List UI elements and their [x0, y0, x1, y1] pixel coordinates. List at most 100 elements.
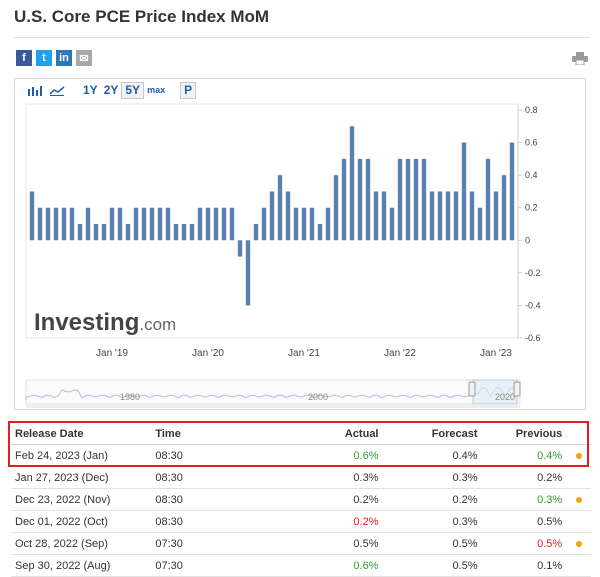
bar-18[interactable]: [173, 224, 179, 241]
bar-chart-toggle[interactable]: [24, 82, 46, 99]
y-tick-label: 0: [525, 235, 530, 245]
bar-0[interactable]: [29, 191, 35, 241]
bar-45[interactable]: [389, 207, 395, 241]
title-divider: [14, 37, 590, 38]
bar-26[interactable]: [237, 240, 243, 257]
range-5y-button[interactable]: 5Y: [121, 81, 145, 99]
bar-55[interactable]: [469, 191, 475, 241]
bar-10[interactable]: [109, 207, 115, 241]
navigator-track[interactable]: [25, 379, 521, 405]
navigator-year-label: 1980: [120, 392, 140, 402]
linkedin-icon[interactable]: in: [56, 50, 72, 66]
x-tick-label: Jan '22: [384, 348, 416, 359]
bar-7[interactable]: [85, 207, 91, 241]
bar-25[interactable]: [229, 207, 235, 241]
bar-46[interactable]: [397, 158, 403, 241]
bar-4[interactable]: [61, 207, 67, 241]
bar-2[interactable]: [45, 207, 51, 241]
bar-51[interactable]: [437, 191, 443, 241]
range-1y-button[interactable]: 1Y: [83, 83, 98, 97]
bar-58[interactable]: [493, 191, 499, 241]
twitter-icon[interactable]: t: [36, 50, 52, 66]
header-time: Time: [151, 423, 253, 445]
bar-16[interactable]: [157, 207, 163, 241]
header-forecast: Forecast: [382, 423, 482, 445]
bar-35[interactable]: [309, 207, 315, 241]
bar-53[interactable]: [453, 191, 459, 241]
bar-29[interactable]: [261, 207, 267, 241]
bar-24[interactable]: [221, 207, 227, 241]
email-icon[interactable]: ✉: [76, 50, 92, 66]
range-2y-button[interactable]: 2Y: [103, 83, 119, 97]
bar-27[interactable]: [245, 240, 251, 306]
chart-toolbar: 1Y 2Y 5Y max P: [24, 81, 197, 99]
bar-20[interactable]: [189, 224, 195, 241]
p-button[interactable]: P: [180, 81, 197, 99]
bar-40[interactable]: [349, 126, 355, 241]
bar-56[interactable]: [477, 207, 483, 241]
bar-8[interactable]: [93, 224, 99, 241]
bar-60[interactable]: [509, 142, 515, 241]
release-date-cell: Dec 23, 2022 (Nov): [11, 488, 152, 511]
bar-32[interactable]: [285, 191, 291, 241]
bar-13[interactable]: [133, 207, 139, 241]
bar-31[interactable]: [277, 175, 283, 241]
bar-1[interactable]: [37, 207, 43, 241]
bar-49[interactable]: [421, 158, 427, 241]
facebook-icon[interactable]: f: [16, 50, 32, 66]
bar-22[interactable]: [205, 207, 211, 241]
bar-41[interactable]: [357, 158, 363, 241]
navigator-year-label: 2000: [308, 392, 328, 402]
navigator-window[interactable]: [472, 379, 518, 405]
bar-48[interactable]: [413, 158, 419, 241]
revision-dot-icon: [575, 496, 582, 503]
table-row: Dec 01, 2022 (Oct) 08:30 0.2% 0.3% 0.5%: [11, 510, 591, 533]
bar-11[interactable]: [117, 207, 123, 241]
bar-28[interactable]: [253, 224, 259, 241]
bar-3[interactable]: [53, 207, 59, 241]
bar-30[interactable]: [269, 191, 275, 241]
range-max-button[interactable]: max: [147, 85, 166, 95]
bar-5[interactable]: [69, 207, 75, 241]
bar-57[interactable]: [485, 158, 491, 241]
navigator-handle-right[interactable]: [513, 381, 521, 397]
bar-14[interactable]: [141, 207, 147, 241]
bar-6[interactable]: [77, 224, 83, 241]
bar-52[interactable]: [445, 191, 451, 241]
bar-47[interactable]: [405, 158, 411, 241]
bar-23[interactable]: [213, 207, 219, 241]
bar-36[interactable]: [317, 224, 323, 241]
actual-cell: 0.3%: [252, 466, 383, 489]
revision-dot-icon: [575, 540, 582, 547]
navigator-handle-left[interactable]: [468, 381, 476, 397]
bar-44[interactable]: [381, 191, 387, 241]
bar-12[interactable]: [125, 224, 131, 241]
forecast-cell: 0.3%: [382, 466, 482, 489]
bar-50[interactable]: [429, 191, 435, 241]
y-tick-label: 0.8: [525, 105, 538, 115]
table-row: Sep 30, 2022 (Aug) 07:30 0.6% 0.5% 0.1%: [11, 554, 591, 577]
bar-59[interactable]: [501, 175, 507, 241]
bar-15[interactable]: [149, 207, 155, 241]
y-tick-label: -0.2: [525, 268, 541, 278]
print-icon[interactable]: [572, 52, 588, 65]
bar-19[interactable]: [181, 224, 187, 241]
bar-54[interactable]: [461, 142, 467, 241]
bar-39[interactable]: [341, 158, 347, 241]
bar-34[interactable]: [301, 207, 307, 241]
forecast-cell: 0.3%: [382, 510, 482, 533]
bar-17[interactable]: [165, 207, 171, 241]
bar-21[interactable]: [197, 207, 203, 241]
bar-38[interactable]: [333, 175, 339, 241]
previous-cell: 0.5%: [481, 510, 567, 533]
bar-37[interactable]: [325, 207, 331, 241]
navigator-scrollbar[interactable]: [26, 405, 520, 408]
bar-43[interactable]: [373, 191, 379, 241]
previous-cell: 0.5%: [481, 532, 567, 555]
area-chart-toggle[interactable]: [46, 82, 68, 99]
y-tick-label: -0.6: [525, 333, 541, 343]
actual-cell: 0.6%: [252, 444, 383, 467]
bar-33[interactable]: [293, 207, 299, 241]
bar-42[interactable]: [365, 158, 371, 241]
bar-9[interactable]: [101, 224, 107, 241]
